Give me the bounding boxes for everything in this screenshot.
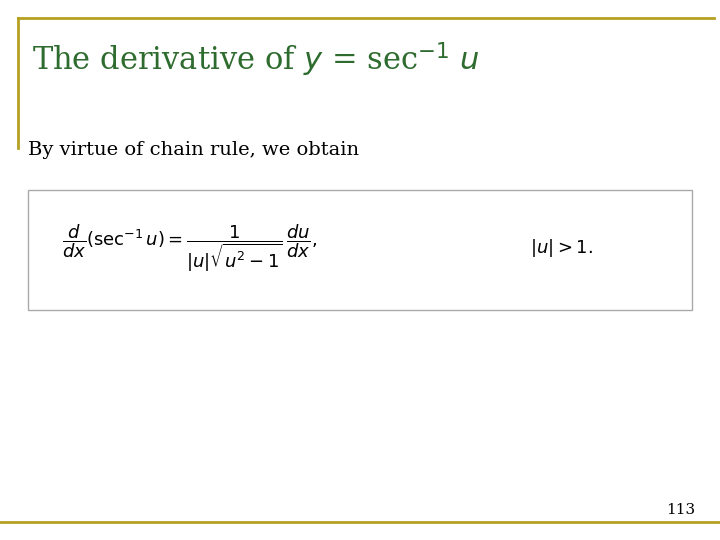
Text: $|u| > 1.$: $|u| > 1.$ — [530, 237, 593, 259]
Text: The derivative of $y$ = sec$^{-1}$ $u$: The derivative of $y$ = sec$^{-1}$ $u$ — [32, 40, 480, 79]
Bar — [28, 190, 692, 310]
Text: $\dfrac{d}{dx}(\sec^{-1} u) = \dfrac{1}{|u|\sqrt{u^2-1}}\,\dfrac{du}{dx},$: $\dfrac{d}{dx}(\sec^{-1} u) = \dfrac{1}{… — [63, 222, 318, 274]
Text: By virtue of chain rule, we obtain: By virtue of chain rule, we obtain — [28, 141, 359, 159]
Text: 113: 113 — [666, 503, 695, 517]
